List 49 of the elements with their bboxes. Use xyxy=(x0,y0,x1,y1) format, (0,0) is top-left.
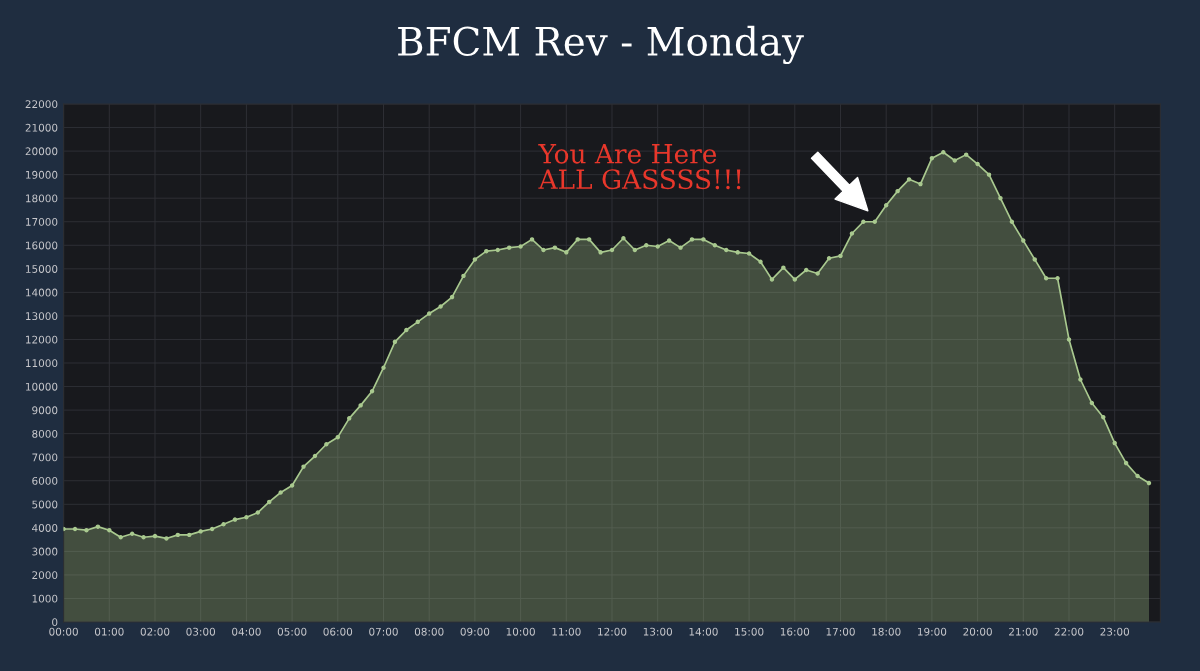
y-tick-label: 15000 xyxy=(26,265,58,273)
x-tick-label: 21:00 xyxy=(1009,627,1038,636)
y-tick-label: 21000 xyxy=(25,123,58,132)
y-tick-label: 19000 xyxy=(26,170,58,179)
x-tick-label: 22:00 xyxy=(1054,627,1084,636)
y-tick-label: 6000 xyxy=(32,476,58,485)
annotation: You Are Here ALL GASSSS!!! xyxy=(538,144,741,190)
y-tick-label: 10000 xyxy=(26,382,58,391)
x-tick-label: 14:00 xyxy=(689,627,718,636)
x-tick-label: 05:00 xyxy=(277,627,307,636)
y-tick-label: 1000 xyxy=(32,594,58,603)
y-tick-label: 2000 xyxy=(32,571,58,580)
y-tick-label: 12000 xyxy=(26,335,58,344)
x-tick-label: 03:00 xyxy=(186,627,216,636)
y-tick-label: 11000 xyxy=(26,359,58,368)
x-tick-label: 04:00 xyxy=(232,627,261,636)
y-tick-label: 9000 xyxy=(32,406,58,415)
x-tick-label: 09:00 xyxy=(460,627,490,636)
y-tick-label: 14000 xyxy=(26,288,58,297)
x-tick-label: 11:00 xyxy=(552,627,581,636)
y-tick-label: 16000 xyxy=(26,241,58,250)
y-tick-label: 17000 xyxy=(26,217,58,226)
y-tick-label: 3000 xyxy=(32,547,58,556)
y-tick-label: 7000 xyxy=(32,453,58,462)
x-tick-label: 16:00 xyxy=(780,627,810,636)
x-tick-label: 06:00 xyxy=(323,627,353,636)
x-tick-label: 12:00 xyxy=(598,627,627,636)
chart-title: BFCM Rev - Monday xyxy=(398,25,804,65)
y-tick-label: 0 xyxy=(52,618,58,627)
x-tick-label: 17:00 xyxy=(826,627,855,636)
x-tick-label: 20:00 xyxy=(963,627,992,636)
x-tick-label: 07:00 xyxy=(369,627,398,636)
y-tick-label: 8000 xyxy=(32,429,58,438)
x-tick-label: 18:00 xyxy=(872,627,901,636)
x-tick-label: 19:00 xyxy=(918,627,947,636)
x-tick-label: 23:00 xyxy=(1100,627,1130,636)
x-tick-label: 02:00 xyxy=(140,627,170,636)
x-tick-label: 15:00 xyxy=(735,627,764,636)
y-tick-label: 5000 xyxy=(32,500,58,509)
x-tick-label: 10:00 xyxy=(506,627,535,636)
y-tick-label: 4000 xyxy=(32,524,58,532)
x-tick-label: 08:00 xyxy=(414,627,444,636)
y-tick-label: 22000 xyxy=(25,100,58,109)
x-tick-label: 00:00 xyxy=(49,627,78,636)
x-tick-label: 13:00 xyxy=(643,627,673,636)
y-tick-label: 18000 xyxy=(26,194,58,203)
y-tick-label: 13000 xyxy=(26,312,58,321)
y-tick-label: 20000 xyxy=(25,147,58,156)
x-tick-label: 01:00 xyxy=(94,627,124,636)
